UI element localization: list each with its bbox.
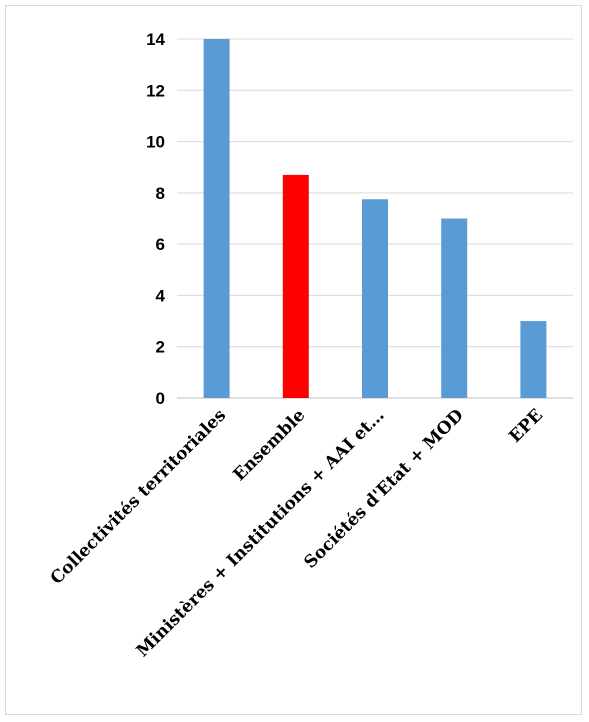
y-tick-label: 10 <box>146 133 165 152</box>
x-category-label: Ensemble <box>230 405 310 485</box>
gridlines <box>177 38 573 399</box>
y-tick-label: 8 <box>156 184 165 203</box>
x-category-label: EPE <box>505 405 547 447</box>
y-tick-label: 0 <box>156 389 165 408</box>
bars <box>203 39 547 398</box>
bar-2 <box>282 174 309 398</box>
x-category-label: Collectivités territoriales <box>47 405 230 588</box>
x-category-labels: Collectivités territoriales EnsembleMinis… <box>47 405 547 661</box>
y-tick-label: 2 <box>156 338 165 357</box>
bar-5 <box>520 321 547 398</box>
y-tick-label: 4 <box>156 286 166 305</box>
y-tick-label: 12 <box>146 81 165 100</box>
bar-4 <box>441 218 468 398</box>
bar-1 <box>203 39 230 398</box>
y-tick-label: 6 <box>156 235 165 254</box>
bar-3 <box>362 199 388 398</box>
y-tick-labels: 0 2 4 6 8 10 12 14 <box>146 30 165 408</box>
x-category-label: Sociétés d'Etat + MOD <box>300 405 467 572</box>
y-tick-label: 14 <box>146 30 165 49</box>
